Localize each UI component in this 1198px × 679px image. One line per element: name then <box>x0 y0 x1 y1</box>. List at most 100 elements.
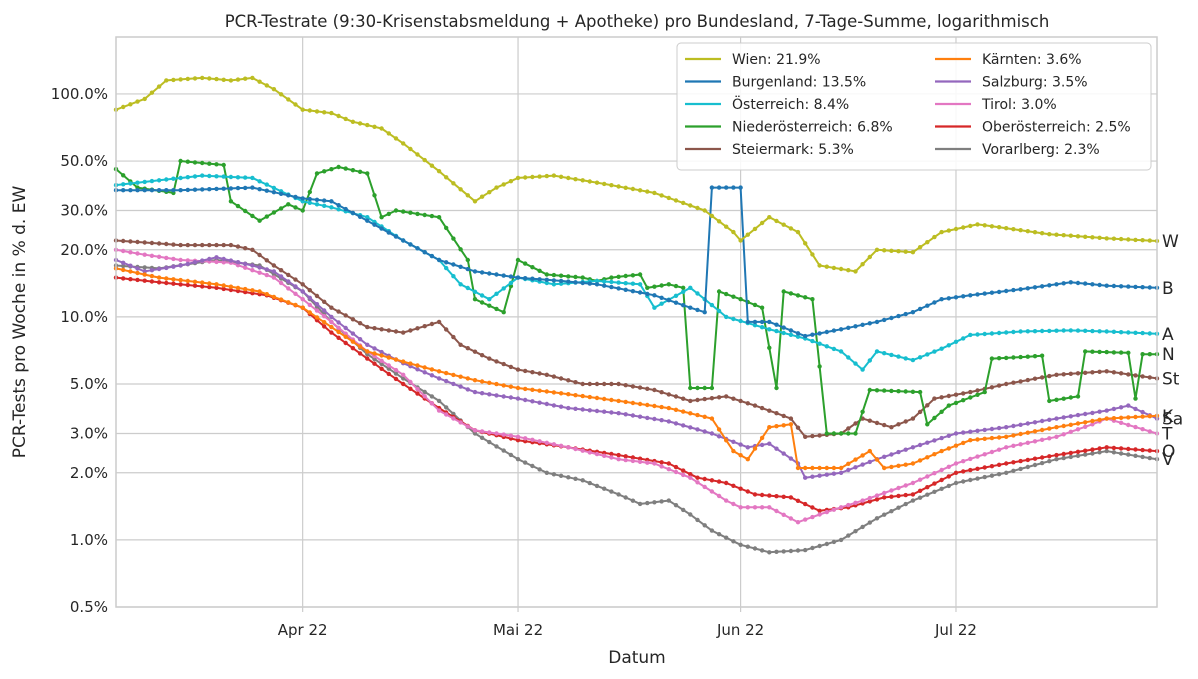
data-point <box>479 270 485 275</box>
data-point <box>372 124 377 129</box>
data-point <box>1118 420 1124 425</box>
data-point <box>314 308 320 313</box>
data-point <box>616 492 621 497</box>
data-point <box>214 282 219 287</box>
data-point <box>1018 354 1023 360</box>
data-point <box>738 398 743 404</box>
data-point <box>1039 353 1045 358</box>
data-point <box>192 260 198 265</box>
data-point <box>731 316 736 322</box>
data-point <box>623 457 628 463</box>
data-point <box>386 230 391 235</box>
data-point <box>946 464 951 469</box>
data-point <box>745 457 750 462</box>
data-point <box>365 122 370 128</box>
data-point <box>989 464 995 469</box>
data-point <box>1039 437 1045 442</box>
data-point <box>1126 237 1131 242</box>
data-point <box>250 213 255 219</box>
data-point <box>917 389 923 395</box>
data-point <box>350 210 356 216</box>
data-point <box>307 310 312 315</box>
data-point <box>243 208 248 214</box>
data-point <box>458 374 463 379</box>
data-point <box>1075 394 1081 399</box>
data-point <box>759 442 765 448</box>
data-point <box>709 416 715 421</box>
data-point <box>293 205 298 210</box>
data-point <box>882 351 887 356</box>
data-point <box>1133 414 1138 420</box>
data-point <box>243 175 248 180</box>
data-point <box>350 317 356 322</box>
data-point <box>838 327 844 332</box>
data-point <box>645 291 650 297</box>
data-point <box>128 250 133 255</box>
data-point <box>329 324 334 330</box>
data-point <box>968 456 973 462</box>
data-point <box>221 77 226 83</box>
data-point <box>257 289 262 294</box>
data-point <box>393 357 399 362</box>
data-point <box>501 432 506 437</box>
data-point <box>401 330 406 335</box>
data-point <box>903 447 908 452</box>
data-point <box>171 188 176 193</box>
data-point <box>243 76 248 81</box>
data-point <box>544 372 549 377</box>
data-point <box>652 293 657 298</box>
data-point <box>1140 447 1145 453</box>
data-point <box>472 378 478 383</box>
data-point <box>343 313 348 318</box>
legend-item: Österreich: 8.4% <box>685 95 849 113</box>
data-point <box>903 419 908 424</box>
data-point <box>1090 451 1095 456</box>
data-point <box>903 356 908 361</box>
data-point <box>250 175 255 181</box>
data-point <box>946 403 951 408</box>
data-point <box>903 311 908 317</box>
data-point <box>156 275 162 280</box>
data-point <box>415 367 420 372</box>
data-point <box>609 284 614 290</box>
data-point <box>896 422 901 427</box>
data-point <box>767 505 772 510</box>
data-point <box>523 386 528 392</box>
data-point <box>566 475 571 480</box>
data-point <box>716 532 722 537</box>
data-point <box>874 420 880 426</box>
data-point <box>207 161 212 166</box>
data-point <box>817 263 822 268</box>
data-point <box>494 444 499 449</box>
data-point <box>652 284 657 289</box>
data-point <box>932 234 937 240</box>
data-point <box>882 465 887 471</box>
data-point <box>1068 328 1074 333</box>
data-point <box>1032 329 1038 334</box>
data-point <box>1075 280 1081 286</box>
data-point <box>257 187 262 192</box>
data-point <box>257 265 262 270</box>
data-point <box>609 455 614 460</box>
data-point <box>932 471 937 476</box>
data-point <box>896 493 901 499</box>
data-point <box>228 199 234 204</box>
data-point <box>580 280 585 286</box>
data-point <box>264 272 269 278</box>
data-point <box>702 396 707 402</box>
data-point <box>788 456 794 461</box>
data-point <box>767 345 772 350</box>
data-point <box>558 278 564 284</box>
data-point <box>128 102 133 107</box>
data-point <box>709 213 715 219</box>
data-point <box>221 283 226 288</box>
data-point <box>336 164 341 170</box>
data-point <box>221 174 226 179</box>
data-point <box>709 385 715 391</box>
data-point <box>1097 282 1102 288</box>
data-point <box>444 260 449 265</box>
y-tick-label: 100.0% <box>51 85 108 103</box>
data-point <box>695 385 700 391</box>
